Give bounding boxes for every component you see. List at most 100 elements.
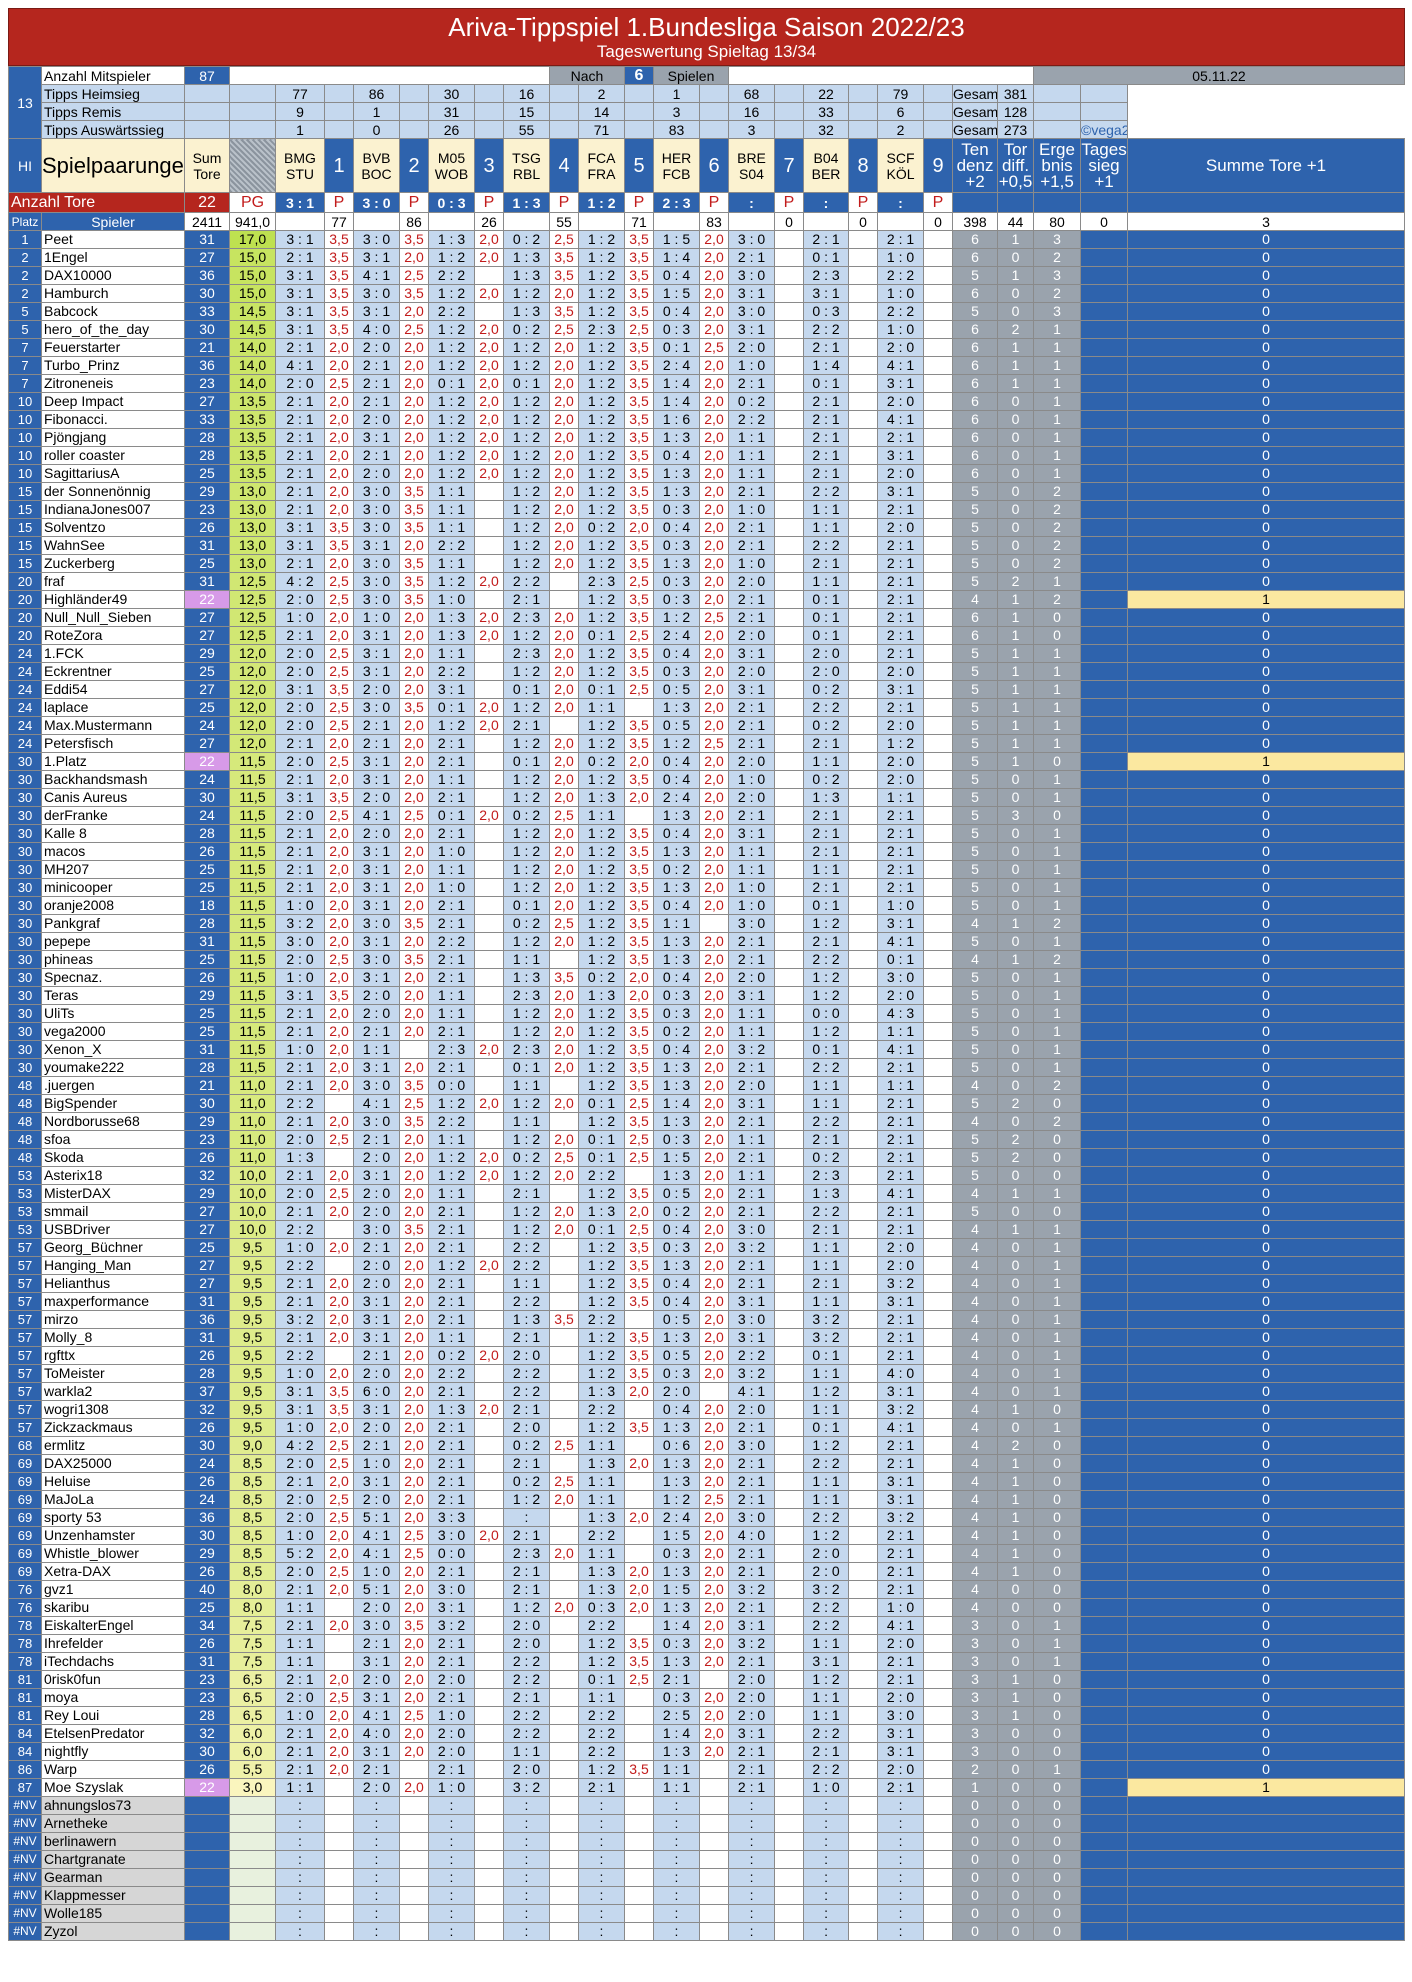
blank [229,1904,276,1923]
tip-points [923,1526,954,1545]
bonus-value: 1 [997,1490,1035,1509]
player-name: DAX10000 [41,266,185,285]
tip-points: 2,0 [399,1436,429,1455]
tip: 2 : 1 [275,1670,325,1689]
tip: 0 : 3 [653,662,700,681]
blank [774,1922,805,1941]
match-result: : [803,192,850,213]
tip-points [923,1490,954,1509]
tip-points [923,896,954,915]
player-name: Eckrentner [41,662,185,681]
tip: 1 : 2 [803,968,850,987]
rank: 7 [8,338,42,357]
bonus-value: 0 [1127,1526,1405,1545]
tip-points: 2,0 [624,1382,654,1401]
tip-points: 2,5 [324,1490,354,1509]
tip: : [877,1922,925,1941]
total-points: 86 [399,212,429,231]
tip-points [848,626,879,645]
tip: 1 : 3 [653,932,700,951]
tip-points: 2,0 [324,392,354,411]
tipps-count: 83 [653,120,700,139]
tip: 1 : 2 [503,410,550,429]
blank [474,1814,504,1833]
tip-points [774,500,805,519]
bonus-value: 0 [997,1292,1035,1311]
bonus-value: 0 [1127,824,1405,843]
tip-points [848,230,879,249]
bonus-value [1080,1832,1129,1851]
player-name: UliTs [41,1004,185,1023]
tip-points [774,1436,805,1455]
tip: : [353,1904,400,1923]
tip-points [923,1400,954,1419]
tip-points [923,1688,954,1707]
tip-points: 2,0 [549,1166,579,1185]
tip: 2 : 1 [275,338,325,357]
tip: 1 : 2 [578,356,625,375]
bonus-value: 0 [997,860,1035,879]
tip-points: 2,5 [549,230,579,249]
tip: 2 : 0 [877,338,925,357]
rank: 57 [8,1364,42,1383]
bonus-value [1080,1688,1129,1707]
tip: 0 : 4 [653,266,700,285]
tip-points [624,1490,654,1509]
tip-points: 2,0 [474,1400,504,1419]
tip: 3 : 1 [353,302,400,321]
player-name: Warp [41,1760,185,1779]
bonus-value: 0 [997,1742,1035,1761]
tip: : [353,1832,400,1851]
sum-goals: 32 [184,1724,230,1743]
tip: 3 : 1 [877,1472,925,1491]
tip: 1 : 1 [728,464,776,483]
tip: 1 : 1 [428,518,475,537]
bonus-value [1080,716,1129,735]
tip: : [578,1832,625,1851]
away-team: BOC [361,165,392,182]
bonus-value: 0 [1033,1796,1082,1815]
bonus-value [1080,1850,1129,1869]
tip: 1 : 0 [428,878,475,897]
rank: 78 [8,1652,42,1671]
tip-points: 2,5 [549,1472,579,1491]
tip-points [923,1292,954,1311]
player-name: nightfly [41,1742,185,1761]
sum-goals: 25 [184,464,230,483]
bonus-value: 0 [997,518,1035,537]
player-name: sfoa [41,1130,185,1149]
bonus-value: 6 [952,338,999,357]
tip-points [848,1094,879,1113]
bonus-value: 1 [997,644,1035,663]
tip-points: 2,0 [698,374,730,393]
points-total: 8,0 [229,1598,276,1617]
total-sum: 2411 [184,212,230,231]
blank [549,1886,579,1905]
tip-points [474,1580,504,1599]
tip-points [848,662,879,681]
tip: : [275,1922,325,1941]
tip-points: 2,0 [399,1364,429,1383]
tip-points: 2,0 [698,1022,730,1041]
tip-points [774,608,805,627]
bonus-value: 0 [997,1850,1035,1869]
bonus-value [1080,878,1129,897]
points-total: 9,5 [229,1292,276,1311]
tip: 2 : 1 [803,428,850,447]
sum-goals: 26 [184,1472,230,1491]
bonus-value [1080,806,1129,825]
tip: 2 : 0 [275,1130,325,1149]
tip-points [848,518,879,537]
bonus-value [1080,1742,1129,1761]
score-table: 13 Anzahl Mitspieler 87 Nach 6 Spielen 05.11.2… [8,66,1405,1941]
tip-points: 2,5 [324,1436,354,1455]
tip-points [549,572,579,591]
p-label: P [399,192,429,213]
blank [549,1904,579,1923]
bonus-value: 0 [1127,1040,1405,1059]
tip-points [848,1130,879,1149]
tip: 1 : 1 [578,698,625,717]
tip: 2 : 2 [728,410,776,429]
player-name: Skoda [41,1148,185,1167]
tip-points: 2,5 [698,338,730,357]
